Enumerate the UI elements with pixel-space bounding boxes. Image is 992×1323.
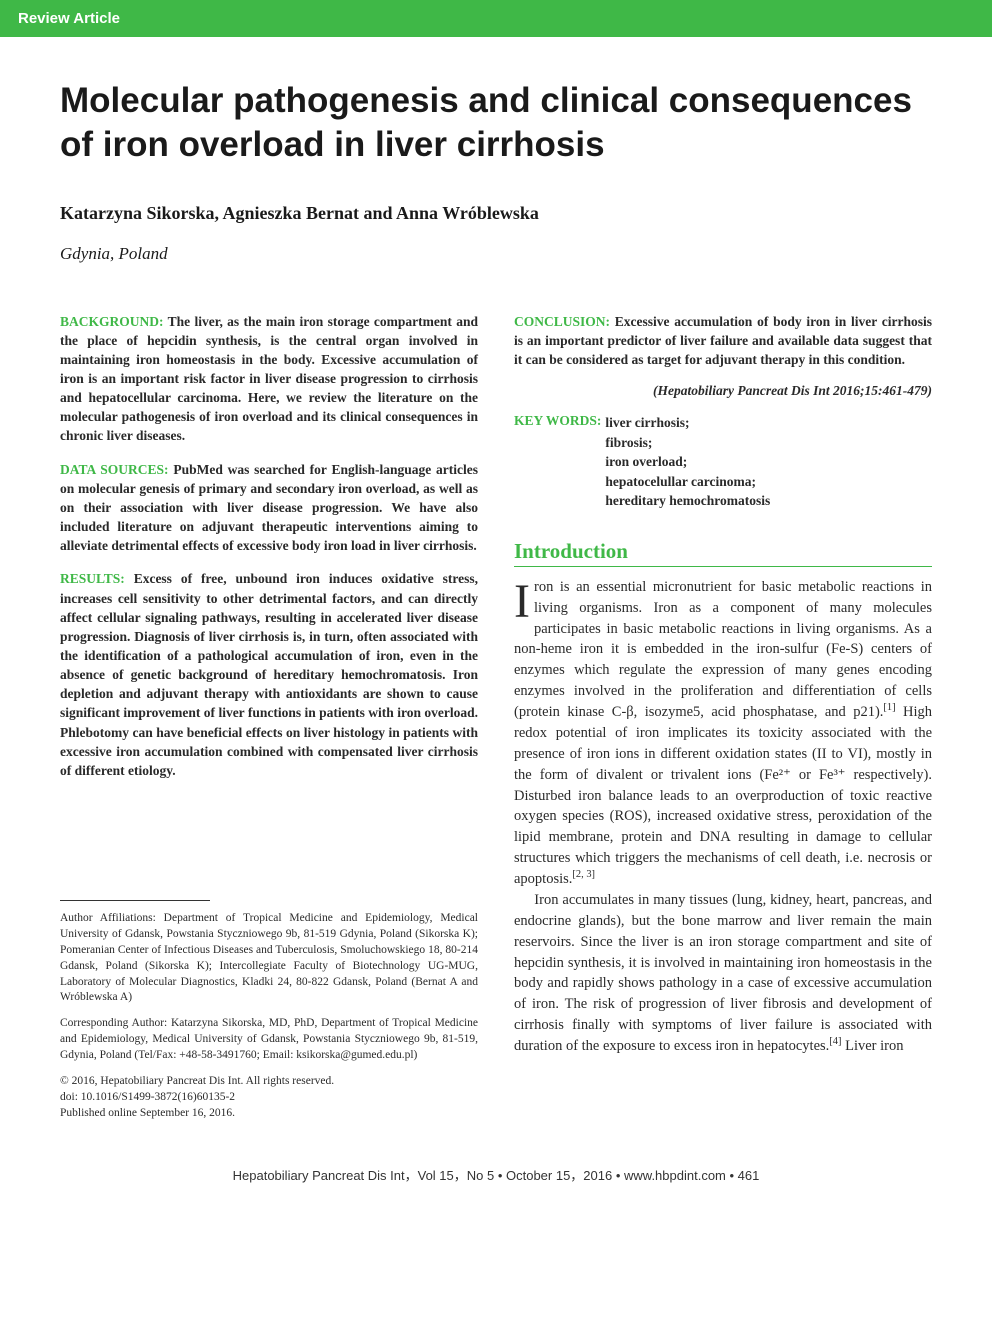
journal-citation: (Hepatobiliary Pancreat Dis Int 2016;15:… [514, 383, 932, 399]
keyword-item: iron overload; [605, 452, 932, 472]
copyright-text: © 2016, Hepatobiliary Pancreat Dis Int. … [60, 1075, 334, 1087]
keywords-label: KEY WORDS: [514, 413, 601, 511]
results-label: RESULTS: [60, 571, 125, 586]
page-footer: Hepatobiliary Pancreat Dis Int，Vol 15，No… [60, 1165, 932, 1184]
doi-text: doi: 10.1016/S1499-3872(16)60135-2 [60, 1091, 235, 1103]
results-text: Excess of free, unbound iron induces oxi… [60, 571, 478, 778]
keyword-item: hereditary hemochromatosis [605, 491, 932, 511]
intro-p1-text-b: High redox potential of iron implicates … [514, 704, 932, 887]
conclusion-label: CONCLUSION: [514, 314, 610, 329]
introduction-heading: Introduction [514, 539, 932, 567]
article-title: Molecular pathogenesis and clinical cons… [60, 79, 932, 167]
citation-ref-4: [4] [829, 1036, 841, 1047]
citation-ref-2-3: [2, 3] [572, 869, 595, 880]
datasources-label: DATA SOURCES: [60, 462, 169, 477]
keywords-block: KEY WORDS: liver cirrhosis; fibrosis; ir… [514, 413, 932, 511]
dropcap: I [514, 577, 534, 623]
intro-p2-tail: Liver iron [841, 1038, 903, 1054]
introduction-body: Iron is an essential micronutrient for b… [514, 577, 932, 1057]
published-text: Published online September 16, 2016. [60, 1107, 235, 1119]
keywords-list: liver cirrhosis; fibrosis; iron overload… [605, 413, 932, 511]
right-column: CONCLUSION: Excessive accumulation of bo… [514, 312, 932, 1132]
authors-line: Katarzyna Sikorska, Agnieszka Bernat and… [60, 203, 932, 224]
abstract-conclusion: CONCLUSION: Excessive accumulation of bo… [514, 312, 932, 369]
left-column: BACKGROUND: The liver, as the main iron … [60, 312, 478, 1132]
page-content: Molecular pathogenesis and clinical cons… [0, 79, 992, 1214]
intro-paragraph-2: Iron accumulates in many tissues (lung, … [514, 890, 932, 1057]
author-location: Gdynia, Poland [60, 244, 932, 264]
intro-p1-text-a: ron is an essential micronutrient for ba… [514, 579, 932, 720]
review-article-banner: Review Article [0, 0, 992, 37]
keyword-item: hepatocelullar carcinoma; [605, 472, 932, 492]
abstract-datasources: DATA SOURCES: PubMed was searched for En… [60, 460, 478, 556]
abstract-background: BACKGROUND: The liver, as the main iron … [60, 312, 478, 446]
background-text: The liver, as the main iron storage comp… [60, 314, 478, 444]
intro-p2-text: Iron accumulates in many tissues (lung, … [514, 892, 932, 1054]
abstract-results: RESULTS: Excess of free, unbound iron in… [60, 569, 478, 780]
intro-paragraph-1: Iron is an essential micronutrient for b… [514, 577, 932, 890]
keyword-item: liver cirrhosis; [605, 413, 932, 433]
background-label: BACKGROUND: [60, 314, 164, 329]
citation-ref-1: [1] [883, 702, 895, 713]
affiliation-divider [60, 900, 210, 901]
corresponding-author: Corresponding Author: Katarzyna Sikorska… [60, 1016, 478, 1064]
copyright-block: © 2016, Hepatobiliary Pancreat Dis Int. … [60, 1074, 478, 1122]
author-affiliations: Author Affiliations: Department of Tropi… [60, 911, 478, 1006]
two-column-layout: BACKGROUND: The liver, as the main iron … [60, 312, 932, 1132]
keyword-item: fibrosis; [605, 433, 932, 453]
